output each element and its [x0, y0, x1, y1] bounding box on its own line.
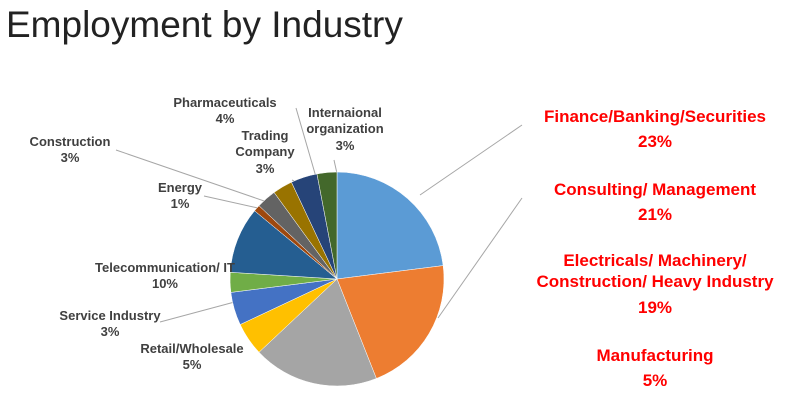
- category-name: Trading Company: [235, 128, 295, 160]
- category-name: Retail/Wholesale: [140, 341, 244, 356]
- category-name: Electricals/ Machinery/ Construction/ He…: [536, 251, 774, 292]
- slice-label: Telecommunication/ IT 10%: [95, 260, 235, 293]
- slice-label: Pharmaceuticals 4%: [173, 95, 276, 128]
- slice-label: Manufacturing 5%: [505, 345, 800, 392]
- category-name: Service Industry: [59, 308, 161, 323]
- value-label: 10%: [151, 276, 179, 292]
- pie-slice: [336, 265, 445, 379]
- pie-slice: [258, 278, 377, 387]
- value-label: 5%: [182, 357, 202, 373]
- pie-slice: [316, 171, 338, 280]
- slice-label: Energy 1%: [158, 180, 202, 213]
- value-label: 1%: [170, 196, 190, 212]
- value-label: 3%: [100, 324, 120, 340]
- value-label: 3%: [335, 137, 355, 153]
- category-name: Internaional organization: [306, 105, 384, 137]
- value-label: 21%: [637, 205, 673, 225]
- leader-line: [419, 124, 523, 196]
- slice-label: Finance/Banking/Securities 23%: [505, 106, 800, 153]
- category-name: Pharmaceuticals: [173, 95, 277, 110]
- leader-line: [203, 195, 259, 209]
- pie-slice: [336, 171, 444, 280]
- value-label: 4%: [215, 111, 235, 127]
- slice-label: Electricals/ Machinery/ Construction/ He…: [510, 250, 800, 318]
- value-label: 19%: [637, 297, 673, 317]
- category-name: Finance/Banking/Securities: [543, 107, 766, 126]
- value-label: 23%: [637, 132, 673, 152]
- category-name: Energy: [157, 180, 203, 195]
- leader-line: [115, 149, 271, 204]
- slice-label: Internaional organization 3%: [290, 105, 400, 154]
- value-label: 3%: [255, 160, 275, 176]
- value-label: 5%: [642, 371, 668, 391]
- slice-label: Consulting/ Management 21%: [505, 179, 800, 226]
- slice-label: Service Industry 3%: [59, 308, 160, 341]
- slice-label: Construction 3%: [30, 134, 111, 167]
- leader-line: [159, 299, 243, 323]
- slice-label: Trading Company 3%: [225, 128, 305, 177]
- category-name: Consulting/ Management: [553, 180, 757, 199]
- value-label: 3%: [60, 150, 80, 166]
- category-name: Construction: [29, 134, 111, 149]
- slice-label: Retail/Wholesale 5%: [140, 341, 243, 374]
- leader-line: [437, 197, 523, 319]
- leader-line: [295, 107, 317, 178]
- chart-title: Employment by Industry: [6, 4, 403, 45]
- category-name: Manufacturing: [596, 346, 714, 365]
- category-name: Telecommunication/ IT: [95, 260, 235, 275]
